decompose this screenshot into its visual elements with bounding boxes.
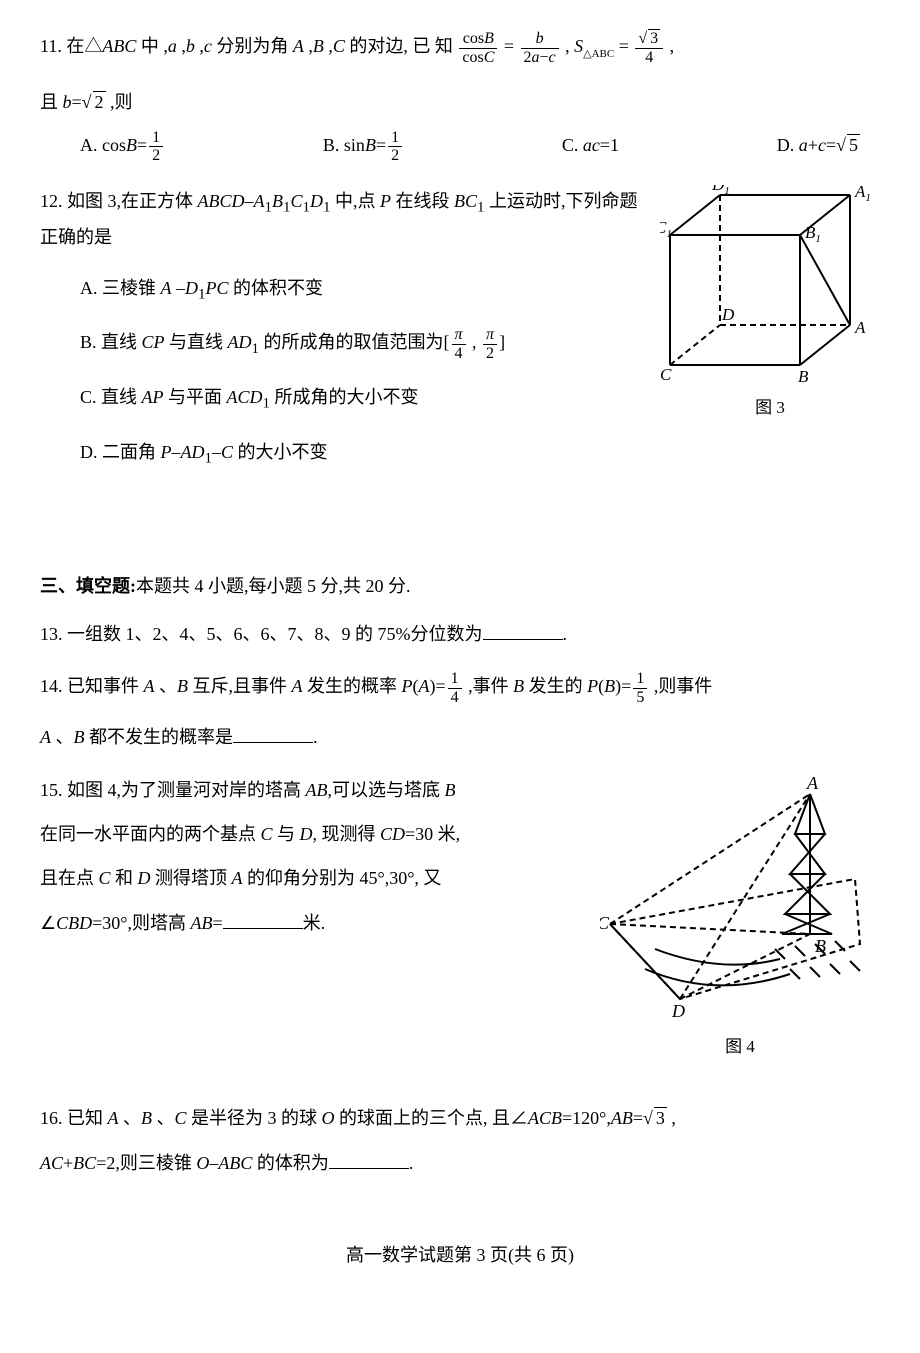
figure-3: D1 A1 C1 B1 D A C B 图 3 — [660, 185, 880, 424]
q11-option-b: B. sinB=12 — [323, 129, 404, 165]
figure-4-caption: 图 4 — [600, 1032, 880, 1063]
problem-14: 14. 已知事件 A 、B 互斥,且事件 A 发生的概率 P(A)=14 ,事件… — [40, 670, 880, 754]
svg-text:A1: A1 — [854, 185, 871, 204]
svg-text:B1: B1 — [805, 223, 821, 245]
q13-blank — [483, 621, 563, 640]
section-3-header: 三、填空题:本题共 4 小题,每小题 5 分,共 20 分. — [40, 570, 880, 602]
q11-option-a: A. cosB=12 — [80, 129, 165, 165]
q11-frac1: cosB cosC — [459, 30, 497, 66]
q11-number: 11. — [40, 36, 62, 56]
tower-diagram: A B C D — [600, 774, 880, 1024]
q12-number: 12. — [40, 191, 63, 211]
svg-text:B: B — [815, 936, 826, 956]
q12-option-d: D. 二面角 P–AD1–C 的大小不变 — [80, 436, 880, 473]
problem-12: D1 A1 C1 B1 D A C B 图 3 12. 如图 3,在正方体 AB… — [40, 185, 880, 491]
q11-frac2: b 2a−c — [521, 30, 559, 66]
q15-blank — [223, 910, 303, 929]
svg-text:D: D — [721, 305, 735, 324]
cube-diagram: D1 A1 C1 B1 D A C B — [660, 185, 880, 385]
problem-11: 11. 在△ABC 中 ,a ,b ,c 分别为角 A ,B ,C 的对边, 已… — [40, 30, 880, 165]
svg-text:C1: C1 — [660, 218, 672, 240]
svg-text:C: C — [600, 913, 610, 933]
svg-text:D: D — [671, 1001, 685, 1021]
q15-number: 15. — [40, 780, 63, 800]
svg-text:A: A — [806, 774, 819, 793]
q16-blank — [329, 1150, 409, 1169]
q16-number: 16. — [40, 1108, 63, 1128]
svg-text:B: B — [798, 367, 809, 385]
q11-option-d: D. a+c=5 — [777, 129, 860, 165]
svg-text:C: C — [660, 365, 672, 384]
page-footer: 高一数学试题第 3 页(共 6 页) — [40, 1239, 880, 1271]
problem-15: A B C D 图 4 15. 如图 4,为了测量河对岸的塔高 AB,可以选与塔… — [40, 774, 880, 1063]
q14-blank — [233, 724, 313, 743]
q11-options: A. cosB=12 B. sinB=12 C. ac=1 D. a+c=5 — [40, 129, 880, 165]
problem-13: 13. 一组数 1、2、4、5、6、6、7、8、9 的 75%分位数为. — [40, 618, 880, 650]
q14-number: 14. — [40, 676, 63, 696]
figure-3-caption: 图 3 — [660, 393, 880, 424]
q11-stem: 11. 在△ABC 中 ,a ,b ,c 分别为角 A ,B ,C 的对边, 已… — [40, 30, 880, 66]
svg-text:A: A — [854, 318, 866, 337]
problem-16: 16. 已知 A 、B 、C 是半径为 3 的球 O 的球面上的三个点, 且∠A… — [40, 1102, 880, 1179]
q11-option-c: C. ac=1 — [562, 129, 619, 165]
figure-4: A B C D 图 4 — [600, 774, 880, 1063]
q11-frac3: 3 4 — [635, 30, 663, 66]
q13-number: 13. — [40, 624, 63, 644]
